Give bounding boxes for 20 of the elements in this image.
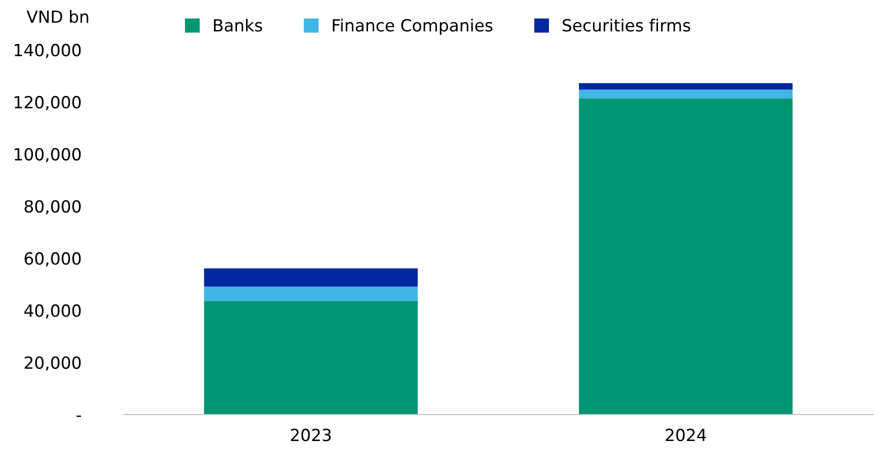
bar xyxy=(204,268,418,287)
bar xyxy=(204,300,418,414)
y-tick-label: 120,000 xyxy=(14,96,81,110)
y-tick-label: 100,000 xyxy=(14,148,81,162)
legend-label: Finance Companies xyxy=(332,18,492,35)
legend-label: Securities firms xyxy=(562,18,690,32)
y-tick-label: 40,000 xyxy=(24,304,81,319)
bar xyxy=(578,83,793,90)
x-tick-label: 2023 xyxy=(290,428,331,442)
y-tick-label: 140,000 xyxy=(14,44,81,58)
y-tick-label: 80,000 xyxy=(24,200,81,214)
bar xyxy=(204,286,418,301)
y-tick-label: 60,000 xyxy=(24,252,81,266)
legend-label: Banks xyxy=(214,18,262,32)
bar xyxy=(578,98,793,414)
y-tick-label: - xyxy=(76,416,81,417)
bar xyxy=(578,90,793,98)
x-tick-label: 2024 xyxy=(666,428,706,442)
y-tick-label: 20,000 xyxy=(24,356,81,371)
y-axis-title: VND bn xyxy=(26,10,88,23)
